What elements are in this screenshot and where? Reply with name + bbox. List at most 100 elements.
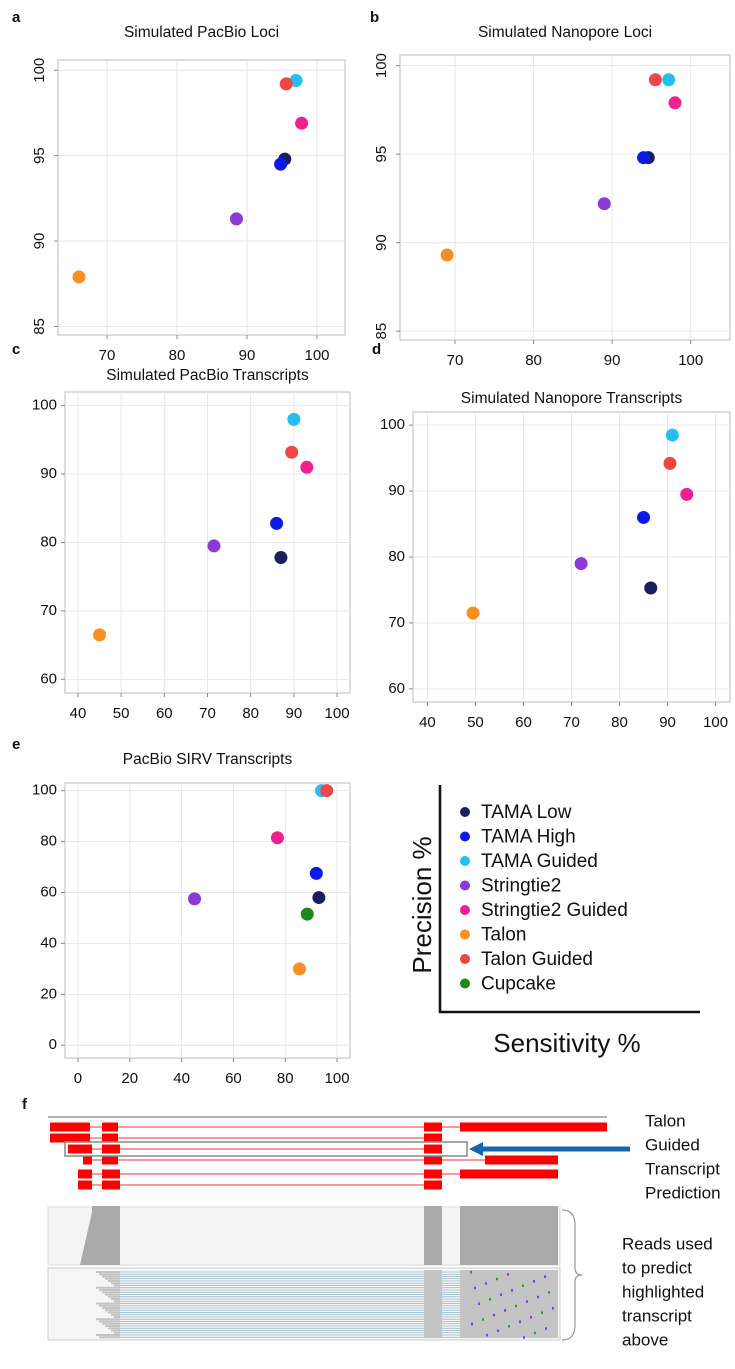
legend-label: TAMA High	[481, 827, 576, 848]
point	[320, 784, 333, 797]
y-tick-label: 95	[373, 146, 390, 163]
mismatch	[500, 1294, 502, 1297]
read-block	[96, 1334, 120, 1336]
mismatch	[523, 1336, 525, 1339]
exon	[424, 1156, 442, 1165]
plot-area	[58, 60, 345, 335]
x-tick-label: 70	[563, 714, 580, 731]
mismatch	[545, 1327, 547, 1330]
x-tick-label: 80	[169, 347, 186, 364]
y-tick-label: 90	[373, 234, 390, 251]
coverage	[424, 1206, 442, 1265]
panel-letter: c	[12, 341, 20, 358]
x-tick-label: 80	[242, 705, 259, 722]
x-tick-label: 40	[70, 705, 87, 722]
read-block	[99, 1321, 120, 1323]
read-block	[99, 1273, 120, 1275]
y-tick-label: 40	[40, 934, 57, 951]
read-block	[111, 1314, 120, 1316]
point	[637, 511, 650, 524]
mismatch	[544, 1276, 546, 1279]
annotation-line: Prediction	[645, 1183, 721, 1202]
y-tick-label: 100	[31, 58, 48, 83]
legend-marker	[460, 954, 470, 964]
key-y-label: Precision %	[407, 836, 437, 973]
panel-letter: f	[22, 1096, 28, 1113]
mismatch	[519, 1321, 521, 1324]
legend-marker	[460, 832, 470, 842]
panel-letter: e	[12, 736, 20, 753]
y-tick-label: 60	[388, 680, 405, 697]
mismatch	[485, 1282, 487, 1285]
x-tick-label: 80	[277, 1070, 294, 1087]
mismatch	[534, 1332, 536, 1335]
y-tick-label: 85	[373, 323, 390, 340]
mismatch	[496, 1278, 498, 1281]
read-block	[96, 1318, 120, 1320]
point	[669, 96, 682, 109]
exon	[102, 1145, 120, 1154]
point	[310, 867, 323, 880]
point	[662, 73, 675, 86]
mismatch	[522, 1285, 524, 1288]
read-block	[102, 1291, 120, 1293]
read-block	[96, 1303, 120, 1305]
legend-label: Cupcake	[481, 974, 556, 995]
read-block	[96, 1271, 120, 1273]
chart-title: Simulated Nanopore Loci	[478, 24, 652, 41]
note-line: highlighted	[622, 1282, 704, 1301]
read-block	[99, 1336, 120, 1338]
mismatch	[489, 1298, 491, 1301]
point	[663, 457, 676, 470]
mismatch	[482, 1318, 484, 1321]
point	[285, 446, 298, 459]
arrow-head	[469, 1142, 483, 1156]
point	[301, 908, 314, 921]
mismatch	[530, 1316, 532, 1319]
x-tick-label: 90	[659, 714, 676, 731]
point	[293, 962, 306, 975]
y-tick-label: 100	[373, 53, 390, 78]
mismatch	[493, 1314, 495, 1317]
legend-label: TAMA Guided	[481, 851, 598, 872]
read-block	[108, 1312, 120, 1314]
point	[295, 117, 308, 130]
read-block	[108, 1296, 120, 1298]
point	[73, 270, 86, 283]
chart-title: Simulated PacBio Transcripts	[106, 367, 309, 384]
y-tick-label: 60	[40, 670, 57, 687]
y-tick-label: 90	[40, 465, 57, 482]
read-block	[105, 1294, 120, 1296]
exon	[102, 1134, 118, 1143]
exon	[50, 1123, 90, 1132]
x-tick-label: 40	[173, 1070, 190, 1087]
point	[575, 557, 588, 570]
point	[207, 539, 220, 552]
mismatch	[552, 1307, 554, 1310]
y-tick-label: 90	[31, 233, 48, 250]
mismatch	[471, 1323, 473, 1326]
point	[93, 628, 106, 641]
x-tick-label: 90	[604, 352, 621, 369]
x-tick-label: 90	[239, 347, 256, 364]
x-tick-label: 60	[225, 1070, 242, 1087]
read-block	[114, 1285, 120, 1287]
read-block	[105, 1325, 120, 1327]
legend-label: Stringtie2	[481, 876, 561, 897]
exon	[83, 1156, 92, 1165]
exon	[102, 1123, 118, 1132]
point	[312, 891, 325, 904]
legend-marker	[460, 979, 470, 989]
x-tick-label: 100	[325, 705, 350, 722]
mismatch	[507, 1273, 509, 1276]
x-tick-label: 100	[678, 352, 703, 369]
point	[644, 581, 657, 594]
key-x-label: Sensitivity %	[493, 1028, 640, 1058]
legend-marker	[460, 856, 470, 866]
legend-marker	[460, 905, 470, 915]
exon	[424, 1123, 442, 1132]
exon	[460, 1170, 558, 1179]
chart-title: Simulated PacBio Loci	[124, 24, 279, 41]
y-tick-label: 0	[49, 1036, 57, 1053]
mismatch	[470, 1271, 472, 1274]
